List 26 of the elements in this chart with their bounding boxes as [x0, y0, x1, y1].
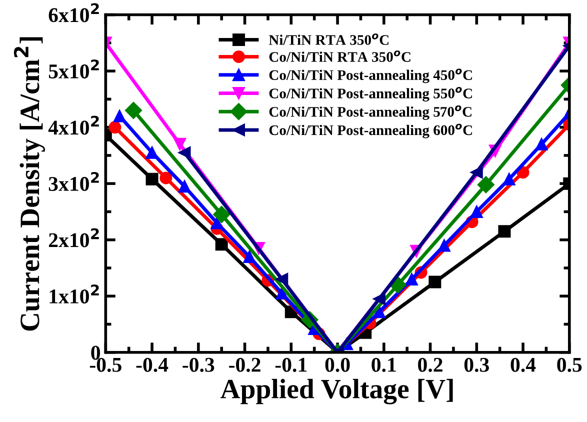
x-tick-label: -0.5 — [90, 358, 122, 372]
legend-label: Co/Ni/TiN Post-annealing 600$^{o}$C — [269, 124, 472, 138]
y-tick-label: 0 — [91, 346, 100, 360]
x-tick-label: -0.3 — [182, 358, 214, 372]
y-tick-label: 6x10$^{2}$ — [48, 3, 99, 22]
legend-label: Ni/TiN RTA 350$^{o}$C — [268, 33, 389, 45]
legend-label: Co/Ni/TiN Post-annealing 570$^{o}$C — [269, 105, 472, 120]
y-tick-label: 2x10$^{2}$ — [48, 228, 99, 248]
legend-label: Co/Ni/TiN RTA 350$^{o}$C — [269, 50, 410, 62]
x-axis-title: Applied Voltage [V] — [220, 378, 453, 404]
x-tick-label: 0.2 — [418, 358, 442, 372]
legend-label: Co/Ni/TiN Post-annealing 550$^{o}$C — [269, 86, 472, 102]
y-tick-label: 5x10$^{2}$ — [48, 59, 99, 78]
x-tick-label: 0.4 — [510, 358, 536, 372]
x-tick-label: 0.5 — [557, 358, 582, 372]
x-tick-label: 0.1 — [372, 358, 396, 372]
x-tick-label: 0.0 — [325, 358, 350, 372]
y-tick-label: 3x10$^{2}$ — [48, 172, 99, 191]
legend-label: Co/Ni/TiN Post-annealing 450$^{o}$C — [269, 68, 472, 84]
y-axis-title: Current Density [A/cm$^{2}$] — [14, 37, 45, 331]
x-tick-label: -0.2 — [229, 358, 260, 372]
x-tick-label: 0.3 — [464, 358, 489, 372]
y-tick-label: 4x10$^{2}$ — [48, 116, 99, 135]
y-tick-label: 1x10$^{2}$ — [50, 284, 99, 304]
x-tick-label: -0.4 — [136, 358, 168, 372]
x-tick-label: -0.1 — [275, 358, 307, 372]
